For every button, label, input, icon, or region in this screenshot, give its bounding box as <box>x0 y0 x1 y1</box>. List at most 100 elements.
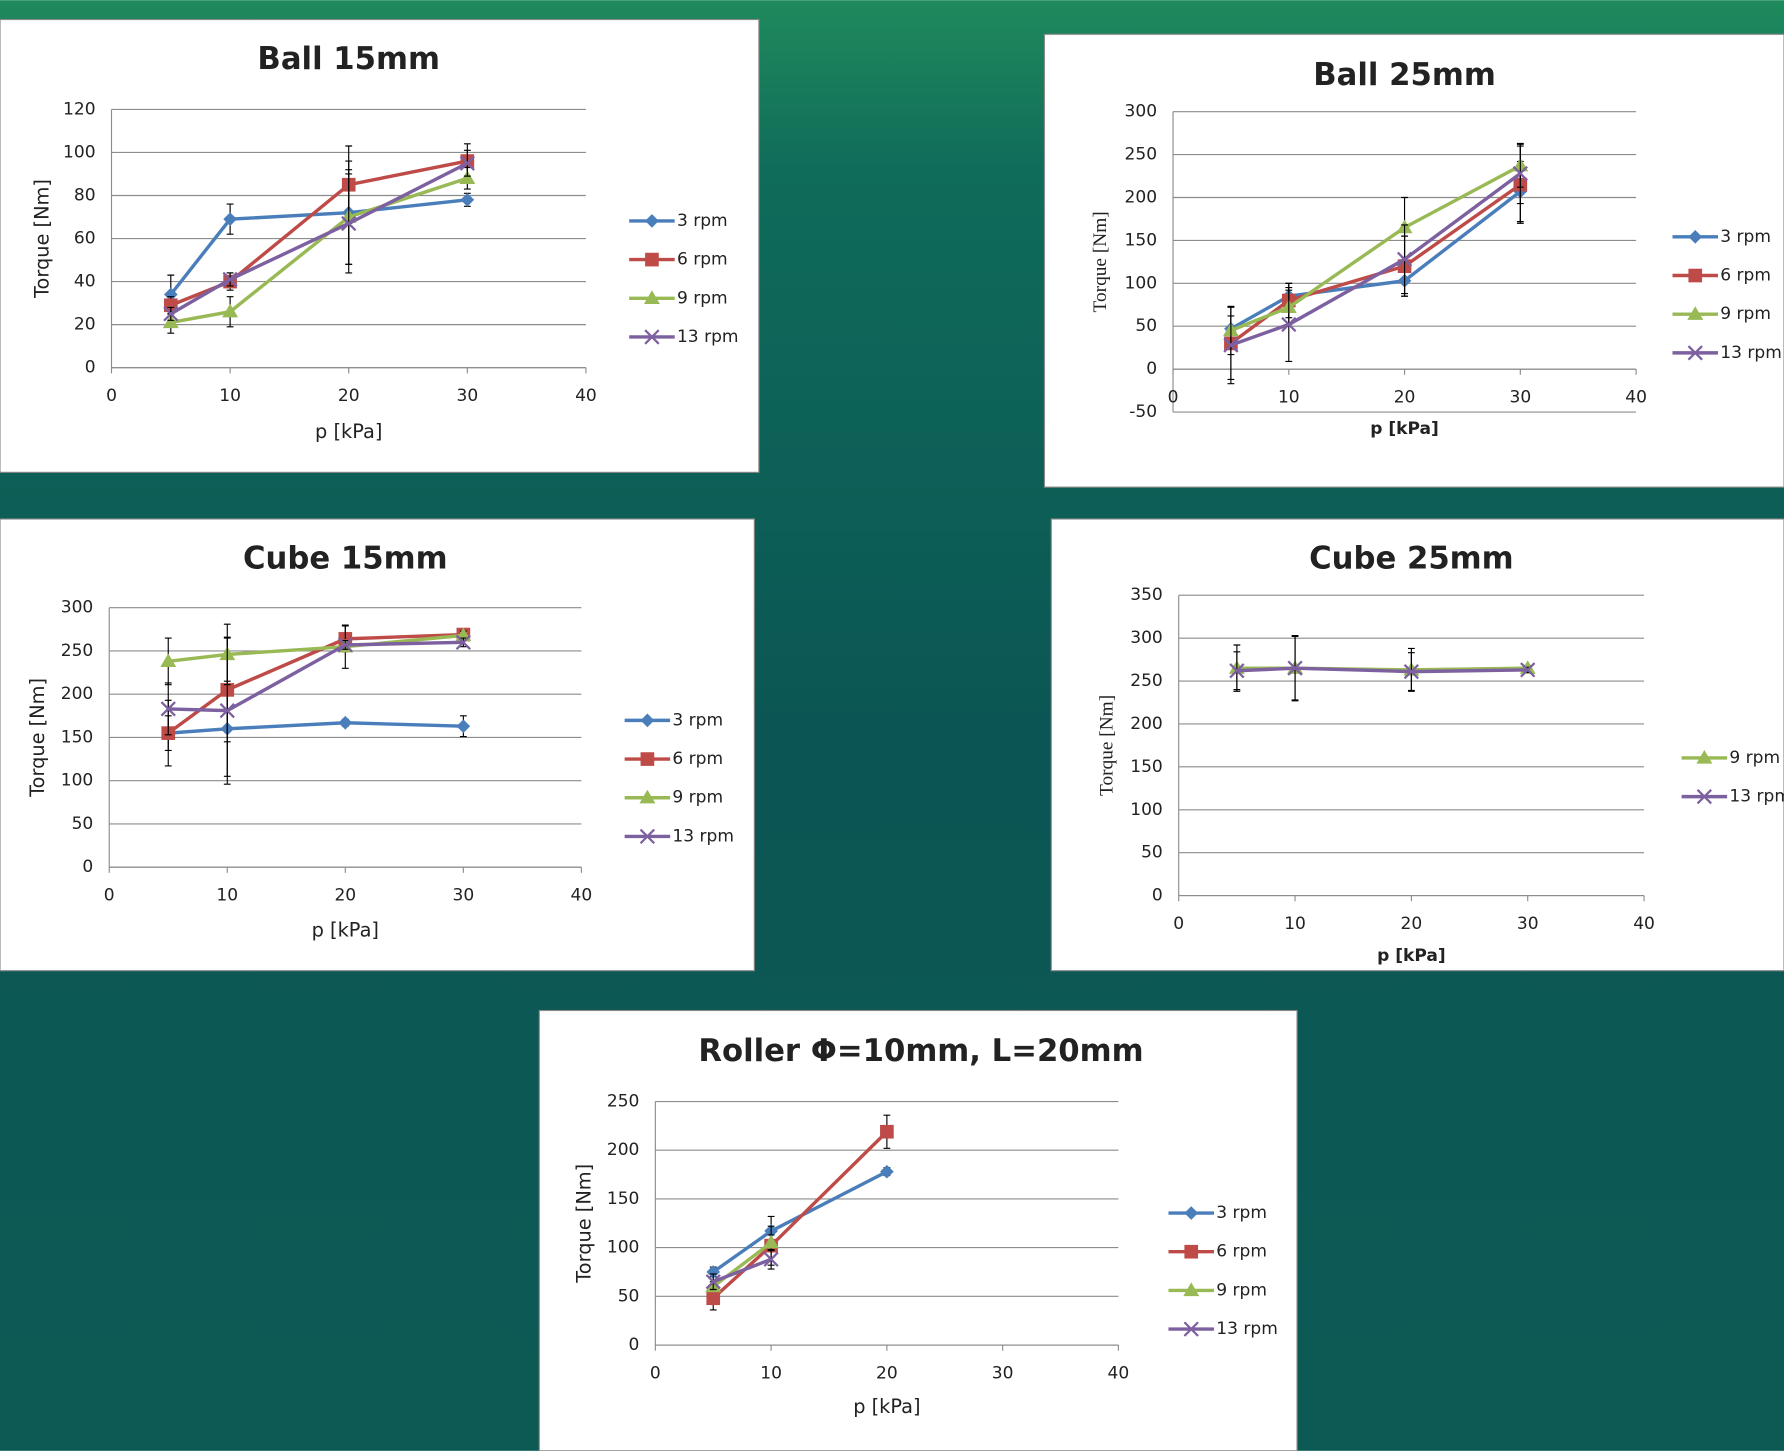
y-tick-label: 50 <box>618 1286 640 1306</box>
x-tick-label: 30 <box>992 1363 1014 1383</box>
x-tick-label: 40 <box>1633 914 1655 934</box>
y-tick-label: 100 <box>607 1238 640 1258</box>
y-tick-label: 0 <box>85 358 96 378</box>
y-tick-label: 100 <box>1125 273 1158 293</box>
y-tick-label: 0 <box>82 857 93 877</box>
y-tick-label: 20 <box>74 315 96 335</box>
legend-label: 9 rpm <box>1720 304 1771 324</box>
y-tick-label: 200 <box>1130 714 1163 734</box>
y-tick-label: 120 <box>63 99 96 119</box>
y-axis-title: Torque [Nm] <box>1090 211 1111 312</box>
x-axis-title: p [kPa] <box>315 420 382 443</box>
legend-label: 13 rpm <box>677 327 739 347</box>
x-tick-label: 20 <box>1394 388 1416 408</box>
legend-marker <box>645 253 659 267</box>
legend-label: 13 rpm <box>1720 343 1782 363</box>
legend-label: 6 rpm <box>677 250 728 270</box>
legend-label: 3 rpm <box>677 211 728 231</box>
x-tick-label: 20 <box>1401 914 1423 934</box>
y-tick-label: 80 <box>74 185 96 205</box>
legend-label: 9 rpm <box>677 288 728 308</box>
x-tick-label: 40 <box>571 886 593 906</box>
x-tick-label: 10 <box>219 386 241 406</box>
legend-label: 3 rpm <box>1720 227 1771 247</box>
y-tick-label: 200 <box>61 684 94 704</box>
chart-title: Roller Φ=10mm, L=20mm <box>698 1033 1143 1069</box>
legend-label: 13 rpm <box>672 826 734 846</box>
chart-panel: Cube 25mm050100150200250300350010203040p… <box>1051 519 1784 971</box>
y-tick-label: 200 <box>607 1140 640 1160</box>
y-axis-title: Torque [Nm] <box>1097 695 1118 796</box>
legend-marker <box>1688 269 1702 283</box>
y-tick-label: 150 <box>1125 230 1158 250</box>
page: {"chart_data":[ {"type":"line","title":"… <box>0 0 1784 1451</box>
y-tick-label: 200 <box>1125 188 1158 208</box>
x-axis-title: p [kPa] <box>1377 946 1446 966</box>
x-tick-label: 30 <box>1517 914 1539 934</box>
y-tick-label: 0 <box>1146 359 1157 379</box>
slide: Ball 15mm020406080100120010203040p [kPa]… <box>0 0 1784 1451</box>
y-tick-label: 100 <box>61 771 94 791</box>
x-tick-label: 40 <box>575 386 597 406</box>
y-tick-label: 300 <box>1130 628 1163 648</box>
x-tick-label: 30 <box>456 386 478 406</box>
x-tick-label: 0 <box>106 386 117 406</box>
y-tick-label: 100 <box>63 142 96 162</box>
y-tick-label: 250 <box>1130 671 1163 691</box>
legend-label: 13 rpm <box>1729 787 1784 807</box>
y-tick-label: 40 <box>74 272 96 292</box>
x-tick-label: 10 <box>1278 388 1300 408</box>
x-tick-label: 30 <box>452 886 474 906</box>
legend-label: 9 rpm <box>672 788 723 808</box>
y-tick-label: 300 <box>61 598 94 618</box>
y-axis-title: Torque [Nm] <box>26 678 49 798</box>
chart-title: Ball 15mm <box>257 41 440 77</box>
marker <box>880 1125 894 1139</box>
x-tick-label: 0 <box>1173 914 1184 934</box>
chart-title: Cube 15mm <box>243 540 448 576</box>
x-tick-label: 20 <box>876 1363 898 1383</box>
x-tick-label: 0 <box>1168 388 1179 408</box>
y-tick-label: 60 <box>74 229 96 249</box>
y-tick-label: 50 <box>1141 843 1163 863</box>
x-tick-label: 40 <box>1625 388 1647 408</box>
x-axis-title: p [kPa] <box>1370 419 1439 439</box>
legend-label: 6 rpm <box>672 749 723 769</box>
y-tick-label: 150 <box>607 1189 640 1209</box>
x-tick-label: 10 <box>1284 914 1306 934</box>
y-tick-label: 50 <box>72 814 94 834</box>
y-tick-label: 250 <box>61 641 94 661</box>
legend-marker <box>1184 1245 1198 1259</box>
legend-label: 9 rpm <box>1729 748 1780 768</box>
x-tick-label: 20 <box>338 386 360 406</box>
x-tick-label: 0 <box>104 886 115 906</box>
x-axis-title: p [kPa] <box>312 918 379 941</box>
y-tick-label: 250 <box>607 1092 640 1112</box>
x-tick-label: 30 <box>1509 388 1531 408</box>
chart-title: Ball 25mm <box>1313 57 1496 93</box>
legend-label: 6 rpm <box>1216 1242 1267 1262</box>
y-tick-label: 300 <box>1125 102 1158 122</box>
y-axis-title: Torque [Nm] <box>572 1164 595 1284</box>
marker <box>706 1291 720 1305</box>
legend-marker <box>641 752 655 766</box>
y-axis-title: Torque [Nm] <box>31 179 54 299</box>
legend-label: 13 rpm <box>1216 1319 1278 1339</box>
y-tick-label: 50 <box>1135 316 1157 336</box>
y-tick-label: 350 <box>1130 585 1163 605</box>
legend-label: 3 rpm <box>672 710 723 730</box>
y-tick-label: 150 <box>61 727 94 747</box>
chart-title: Cube 25mm <box>1309 540 1514 576</box>
x-tick-label: 0 <box>650 1363 661 1383</box>
legend-label: 6 rpm <box>1720 266 1771 286</box>
legend-label: 3 rpm <box>1216 1203 1267 1223</box>
x-tick-label: 10 <box>760 1363 782 1383</box>
panel-bg <box>539 1011 1297 1451</box>
y-tick-label: 0 <box>629 1335 640 1355</box>
x-tick-label: 20 <box>334 886 356 906</box>
y-tick-label: 100 <box>1130 800 1163 820</box>
x-tick-label: 40 <box>1108 1363 1130 1383</box>
y-tick-label: -50 <box>1129 402 1157 422</box>
